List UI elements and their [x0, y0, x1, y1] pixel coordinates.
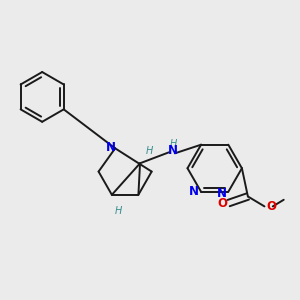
Text: N: N [168, 144, 178, 157]
Text: O: O [217, 197, 227, 210]
Text: O: O [266, 200, 276, 213]
Text: H: H [169, 139, 177, 149]
Text: H: H [146, 146, 153, 156]
Text: N: N [106, 141, 116, 154]
Text: N: N [217, 187, 227, 200]
Text: N: N [189, 185, 199, 198]
Text: H: H [115, 206, 122, 216]
